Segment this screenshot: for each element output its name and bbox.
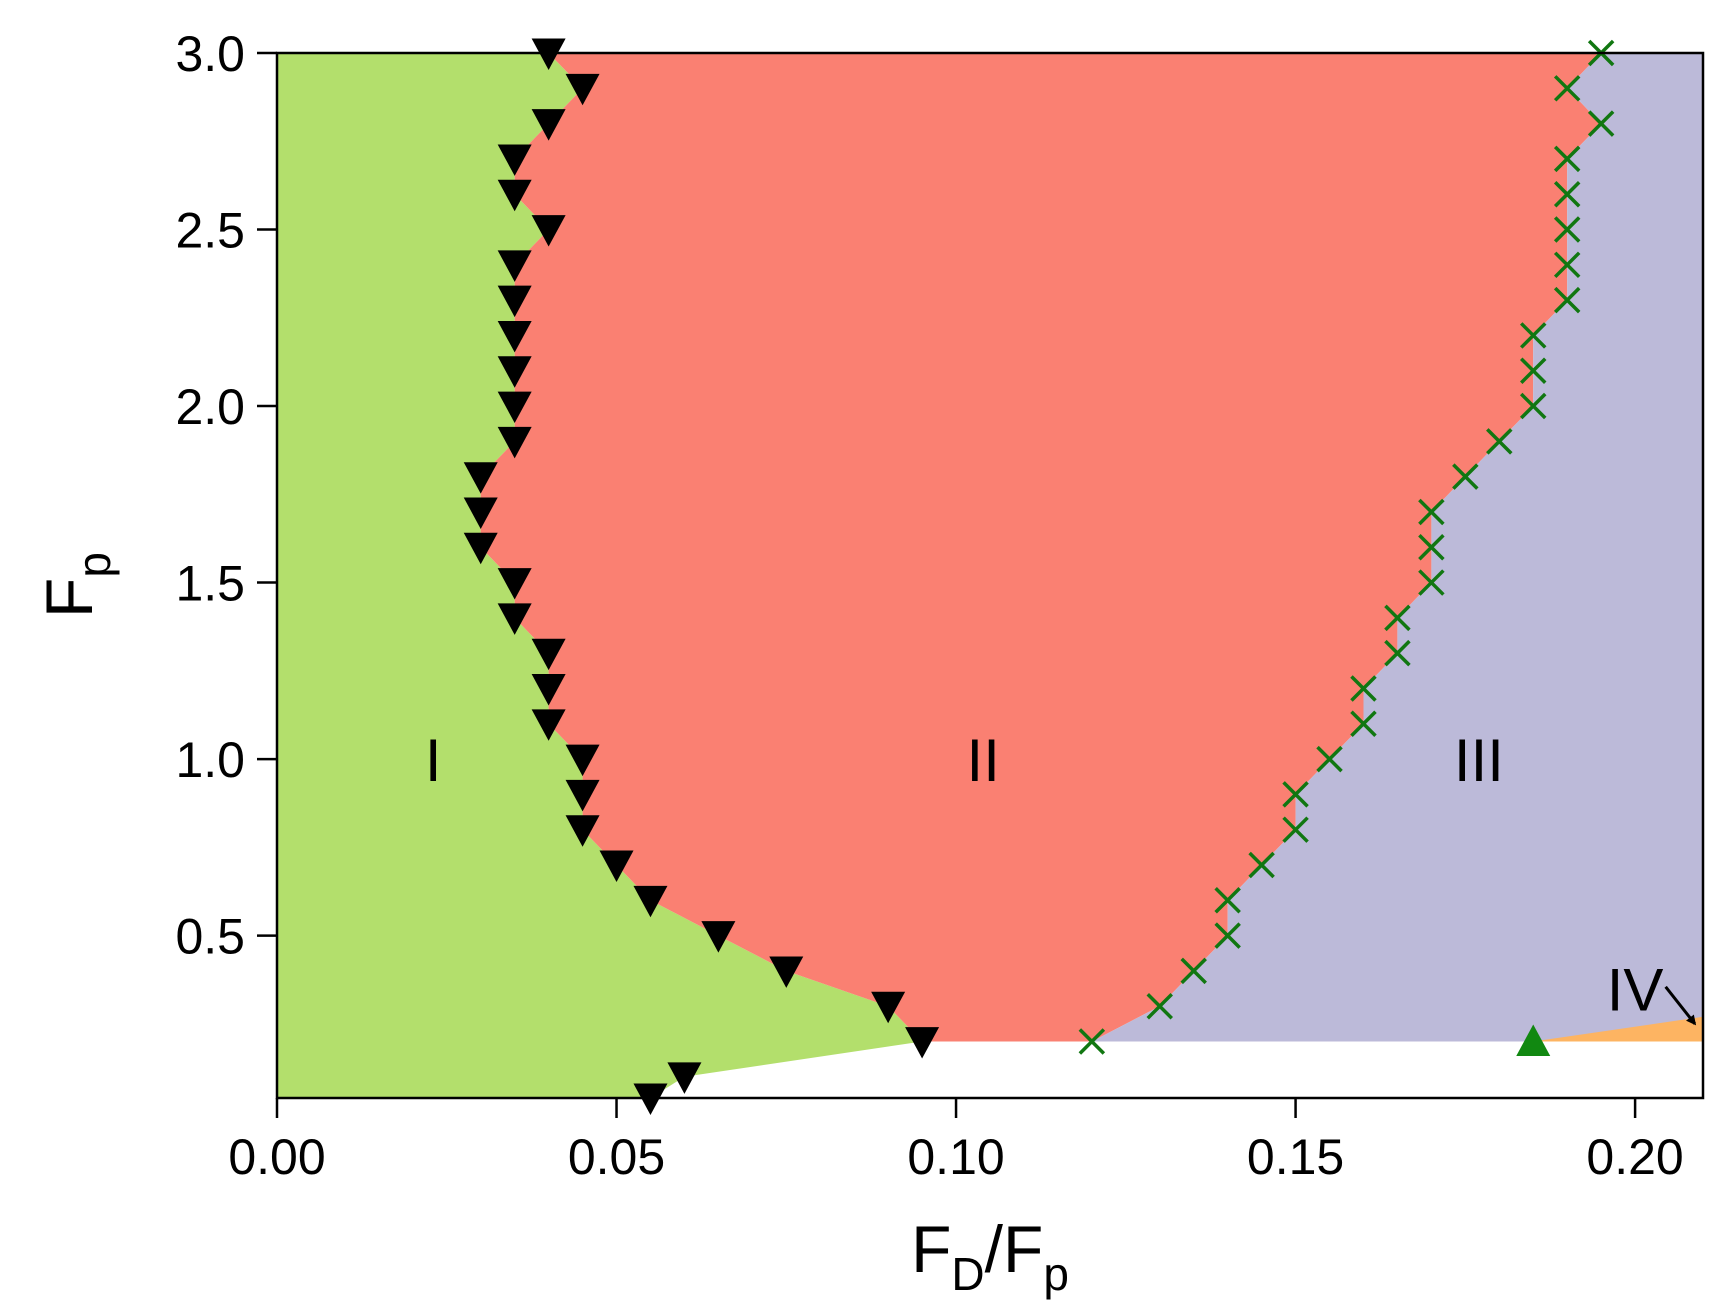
cross-marker — [1248, 851, 1275, 879]
triangle-down-marker — [463, 532, 498, 565]
triangle-up-marker — [1516, 1024, 1551, 1056]
x-tick-label: 0.15 — [1247, 1129, 1344, 1185]
triangle-down-marker — [497, 568, 532, 600]
cross-marker — [1418, 569, 1445, 596]
axes: 0.00 0.05 0.10 0.15 0.20 0.5 1.0 1.5 2.0 2.5 3.0 — [175, 26, 1683, 1185]
triangle-down-marker — [531, 215, 566, 247]
triangle-down-marker — [497, 603, 532, 635]
triangle-down-marker — [531, 674, 566, 706]
cross-marker — [1078, 1028, 1106, 1055]
region-label-I: I — [425, 727, 442, 794]
y-axis-label: Fp — [32, 552, 120, 618]
triangle-down-marker — [565, 779, 600, 812]
cross-marker — [1350, 710, 1377, 738]
triangle-down-marker — [497, 320, 532, 353]
triangle-down-marker — [871, 991, 906, 1024]
region-label-II: II — [967, 727, 1000, 794]
phase-regions — [277, 53, 1703, 1098]
cross-marker — [1384, 639, 1411, 667]
y-tick-label: 3.0 — [175, 26, 245, 82]
plot-frame — [275, 51, 1705, 1100]
triangle-down-marker — [633, 885, 668, 918]
cross-marker — [1282, 781, 1309, 808]
region-label-IV: IV — [1607, 957, 1664, 1024]
y-tick-label: 0.5 — [175, 909, 245, 965]
cross-marker — [1452, 463, 1479, 490]
triangle-down-marker — [565, 744, 600, 777]
cross-marker — [1418, 498, 1445, 526]
cross-marker — [1520, 357, 1547, 384]
y-tick-label: 2.0 — [175, 379, 245, 435]
x-tick-label: 0.05 — [568, 1129, 665, 1185]
phase-II-region — [480, 53, 1602, 1042]
triangle-down-marker — [497, 144, 532, 176]
cross-marker — [1316, 745, 1343, 773]
cross-marker — [1350, 675, 1377, 702]
cross-marker — [1587, 110, 1615, 137]
triangle-down-marker — [531, 638, 566, 671]
phase-III-region — [1091, 53, 1703, 1042]
phase-IV-region — [1533, 1016, 1703, 1042]
cross-marker — [1553, 145, 1581, 173]
cross-marker — [1384, 604, 1411, 632]
triangle-down-marker — [633, 1083, 668, 1115]
cross-marker — [1553, 251, 1581, 279]
triangle-down-marker — [497, 179, 532, 212]
cross-marker — [1553, 286, 1581, 314]
cross-marker — [1486, 428, 1513, 455]
y-tick-label: 1.0 — [175, 732, 245, 788]
triangle-down-marker — [531, 109, 566, 141]
cross-marker — [1418, 534, 1445, 561]
x-tick-label: 0.20 — [1586, 1129, 1683, 1185]
triangle-down-marker — [497, 391, 532, 424]
triangle-down-marker — [531, 38, 566, 70]
cross-marker — [1520, 392, 1547, 420]
triangle-down-marker — [463, 497, 498, 529]
y-tick-label: 1.5 — [175, 556, 245, 612]
phase-I-region — [277, 53, 923, 1098]
cross-marker — [1214, 922, 1241, 949]
cross-marker — [1553, 180, 1581, 208]
triangle-down-marker — [531, 709, 566, 741]
x-tick-label: 0.10 — [907, 1129, 1004, 1185]
triangle-down-marker — [667, 1062, 702, 1094]
x-axis-label: FD/Fp — [911, 1212, 1069, 1300]
cross-marker — [1214, 887, 1241, 914]
triangle-down-marker — [497, 426, 532, 459]
triangle-down-marker — [905, 1027, 940, 1059]
triangle-down-marker — [769, 956, 804, 988]
triangle-down-marker — [497, 250, 532, 282]
triangle-down-marker — [463, 462, 498, 494]
triangle-down-marker — [497, 356, 532, 388]
triangle-down-marker — [497, 285, 532, 318]
triangle-down-marker — [565, 73, 600, 106]
region-label-III: III — [1454, 727, 1504, 794]
triangle-down-marker — [701, 921, 736, 953]
cross-marker — [1520, 322, 1547, 349]
cross-marker — [1282, 816, 1309, 843]
cross-marker — [1553, 75, 1581, 102]
cross-marker — [1180, 957, 1207, 985]
boundary-markers — [463, 38, 1615, 1115]
x-tick-label: 0.00 — [228, 1129, 325, 1185]
triangle-down-marker — [599, 850, 634, 882]
cross-marker — [1553, 216, 1581, 243]
phase-IV-arrow — [1664, 985, 1697, 1026]
y-tick-label: 2.5 — [175, 203, 245, 259]
triangle-down-marker — [565, 815, 600, 847]
cross-marker — [1146, 992, 1173, 1020]
